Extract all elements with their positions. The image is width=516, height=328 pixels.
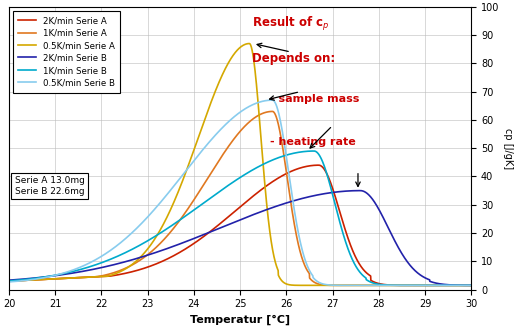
2K/min Serie B <box>357 189 363 193</box>
X-axis label: Temperatur [°C]: Temperatur [°C] <box>190 315 290 325</box>
1K/min Serie A <box>370 283 376 287</box>
1K/min Serie B <box>455 283 461 287</box>
1K/min Serie A <box>29 278 36 282</box>
1K/min Serie A <box>218 155 224 159</box>
1K/min Serie B <box>29 277 36 280</box>
2K/min Serie B <box>231 220 237 224</box>
0.5K/min Serie A <box>468 283 474 287</box>
Text: Result of c$_p$: Result of c$_p$ <box>252 15 329 33</box>
1K/min Serie A <box>403 283 409 287</box>
Line: 0.5K/min Serie B: 0.5K/min Serie B <box>9 100 471 285</box>
Text: - sample mass: - sample mass <box>270 94 360 104</box>
0.5K/min Serie A <box>218 75 224 79</box>
1K/min Serie A <box>468 283 474 287</box>
2K/min Serie A <box>455 283 461 287</box>
0.5K/min Serie B <box>416 283 422 287</box>
2K/min Serie B <box>455 283 461 287</box>
2K/min Serie B <box>370 198 376 202</box>
Line: 1K/min Serie A: 1K/min Serie A <box>9 112 471 285</box>
0.5K/min Serie A <box>455 283 461 287</box>
2K/min Serie B <box>29 276 36 280</box>
0.5K/min Serie A <box>231 52 237 56</box>
1K/min Serie A <box>455 283 461 287</box>
Line: 2K/min Serie A: 2K/min Serie A <box>9 165 471 285</box>
2K/min Serie A <box>6 279 12 283</box>
0.5K/min Serie B <box>370 283 376 287</box>
2K/min Serie A <box>370 280 376 284</box>
2K/min Serie A <box>231 210 237 214</box>
0.5K/min Serie B <box>218 127 224 131</box>
1K/min Serie A <box>231 137 237 141</box>
0.5K/min Serie B <box>29 277 36 281</box>
0.5K/min Serie A <box>246 42 252 46</box>
1K/min Serie B <box>370 281 376 285</box>
1K/min Serie B <box>6 279 12 283</box>
0.5K/min Serie B <box>455 283 461 287</box>
Text: Serie A 13.0mg
Serie B 22.6mg: Serie A 13.0mg Serie B 22.6mg <box>14 176 85 196</box>
0.5K/min Serie A <box>370 283 377 287</box>
1K/min Serie A <box>6 279 12 283</box>
0.5K/min Serie A <box>351 283 357 287</box>
2K/min Serie B <box>468 283 474 287</box>
Line: 2K/min Serie B: 2K/min Serie B <box>9 191 471 285</box>
0.5K/min Serie B <box>231 115 237 119</box>
0.5K/min Serie B <box>468 283 474 287</box>
0.5K/min Serie A <box>6 279 12 283</box>
2K/min Serie A <box>455 283 461 287</box>
Line: 0.5K/min Serie A: 0.5K/min Serie A <box>9 44 471 285</box>
Y-axis label: cp [J/gK]: cp [J/gK] <box>503 128 513 169</box>
2K/min Serie A <box>29 278 36 282</box>
1K/min Serie B <box>455 283 461 287</box>
0.5K/min Serie B <box>6 280 12 284</box>
2K/min Serie B <box>218 225 224 229</box>
2K/min Serie A <box>468 283 474 287</box>
Legend: 2K/min Serie A, 1K/min Serie A, 0.5K/min Serie A, 2K/min Serie B, 1K/min Serie B: 2K/min Serie A, 1K/min Serie A, 0.5K/min… <box>13 11 120 92</box>
2K/min Serie B <box>455 283 461 287</box>
Line: 1K/min Serie B: 1K/min Serie B <box>9 151 471 285</box>
1K/min Serie B <box>468 283 474 287</box>
0.5K/min Serie B <box>455 283 461 287</box>
1K/min Serie B <box>311 149 317 153</box>
1K/min Serie B <box>231 180 237 184</box>
2K/min Serie A <box>218 220 224 224</box>
0.5K/min Serie A <box>29 278 36 282</box>
Text: Depends on:: Depends on: <box>252 52 335 65</box>
1K/min Serie A <box>269 110 276 113</box>
2K/min Serie A <box>315 163 321 167</box>
1K/min Serie A <box>455 283 461 287</box>
2K/min Serie B <box>6 278 12 282</box>
1K/min Serie B <box>218 188 224 192</box>
0.5K/min Serie A <box>455 283 461 287</box>
Text: - heating rate: - heating rate <box>270 137 356 147</box>
0.5K/min Serie B <box>269 98 276 102</box>
